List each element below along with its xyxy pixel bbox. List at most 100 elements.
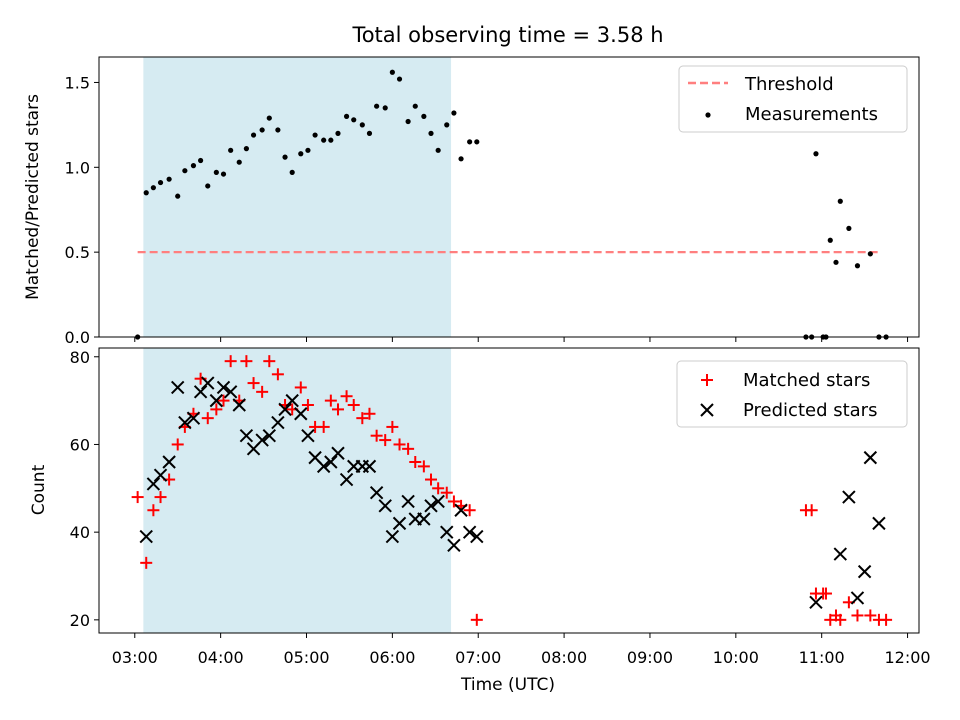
predicted-star-point [162,455,176,469]
matched-star-point [379,434,392,447]
matched-star-point [301,399,314,411]
chart-title: Total observing time = 3.58 h [351,23,663,47]
matched-star-point [217,394,230,407]
top-y-tick-label: 1.5 [65,73,90,92]
predicted-star-point [139,529,153,544]
predicted-star-point [178,415,192,430]
measurement-point [412,103,418,109]
measurement-point [328,137,334,143]
measurement-point [205,183,211,189]
matched-star-point [324,394,337,407]
matched-star-point [880,613,893,626]
measurement-point [143,190,149,196]
matched-star-point [417,460,430,473]
measurement-point [827,237,833,243]
legend-threshold-label: Threshold [744,74,834,95]
top-observing-window [143,57,452,337]
measurement-point [854,263,861,269]
predicted-star-point [424,499,438,513]
matched-star-point [147,504,160,517]
predicted-star-point [462,525,477,539]
top-y-tick-label: 1.0 [65,158,90,177]
matched-star-point [864,609,877,622]
measurement-point [837,198,843,204]
x-tick-label: 03:00 [112,648,158,667]
predicted-star-point [301,428,315,443]
x-tick-label: 09:00 [627,648,673,667]
predicted-star-point [294,407,308,421]
predicted-star-point [454,503,468,517]
matched-star-point [463,504,476,517]
matched-star-point [294,381,307,394]
matched-star-point [386,420,399,433]
legend-measurements-label: Measurements [745,104,878,125]
measurement-point [374,103,380,109]
predicted-star-point [833,547,847,561]
measurement-point [213,169,219,175]
measurement-point [236,159,242,165]
x-tick-label: 12:00 [884,648,930,667]
predicted-star-point [239,428,254,443]
measurement-point [282,154,288,160]
top-y-tick-label: 0.0 [65,328,90,347]
matched-star-point [340,390,353,403]
measurement-point [444,122,450,128]
x-tick-label: 08:00 [541,648,587,667]
bottom-y-tick-label: 60 [70,435,90,454]
measurement-point [451,110,457,116]
predicted-star-point [369,485,384,500]
measurement-point [335,130,341,136]
matched-star-point [317,420,330,433]
predicted-star-point [186,411,201,425]
predicted-star-point [431,494,445,509]
predicted-star-point [378,499,392,513]
measurement-point [220,171,227,177]
predicted-star-point [447,538,461,553]
measurement-point [428,130,434,136]
matched-star-point [834,613,847,626]
measurement-point [366,130,373,136]
measurement-point [298,151,304,157]
bottom-panel: 20 40 60 80 03:00 04:00 05:00 06:00 07:00 08:00 0… [29,347,931,695]
predicted-star-point [262,428,277,443]
matched-star-point [171,438,184,451]
matched-star-point [425,473,438,486]
predicted-star-point [362,459,377,474]
matched-star-point [263,355,276,368]
bottom-y-tick-label: 80 [70,348,90,367]
measurement-point [359,122,365,128]
matched-star-point [370,429,383,442]
measurement-point [250,132,257,138]
bottom-axes-frame [98,347,920,634]
bottom-y-tick-label: 40 [70,523,90,542]
measurement-point [198,157,204,164]
measurement-point [458,156,464,162]
predicted-star-point [201,376,215,390]
predicted-star-point [417,512,431,526]
measurement-point [343,113,350,119]
predicted-star-point [278,402,292,417]
matched-star-point [363,407,376,420]
top-axes-frame [98,56,920,338]
predicted-star-point [209,393,224,408]
predicted-star-point [285,393,299,408]
predicted-star-point [842,490,856,504]
predicted-star-point [863,450,878,465]
predicted-star-point [470,529,484,544]
matched-star-point [131,491,144,504]
predicted-star-point [440,525,454,539]
measurement-point [321,137,327,143]
bottom-points [131,355,893,626]
measurement-point [175,193,181,199]
bottom-y-tick-label: 20 [70,611,90,630]
matched-star-point [470,613,483,626]
predicted-star-point [850,591,865,605]
predicted-star-point [146,477,161,491]
matched-star-point [224,355,237,368]
matched-star-point [356,412,369,425]
predicted-star-point [809,595,823,610]
measurement-point [275,127,281,133]
predicted-star-point [216,380,231,395]
matched-star-point [393,438,406,451]
